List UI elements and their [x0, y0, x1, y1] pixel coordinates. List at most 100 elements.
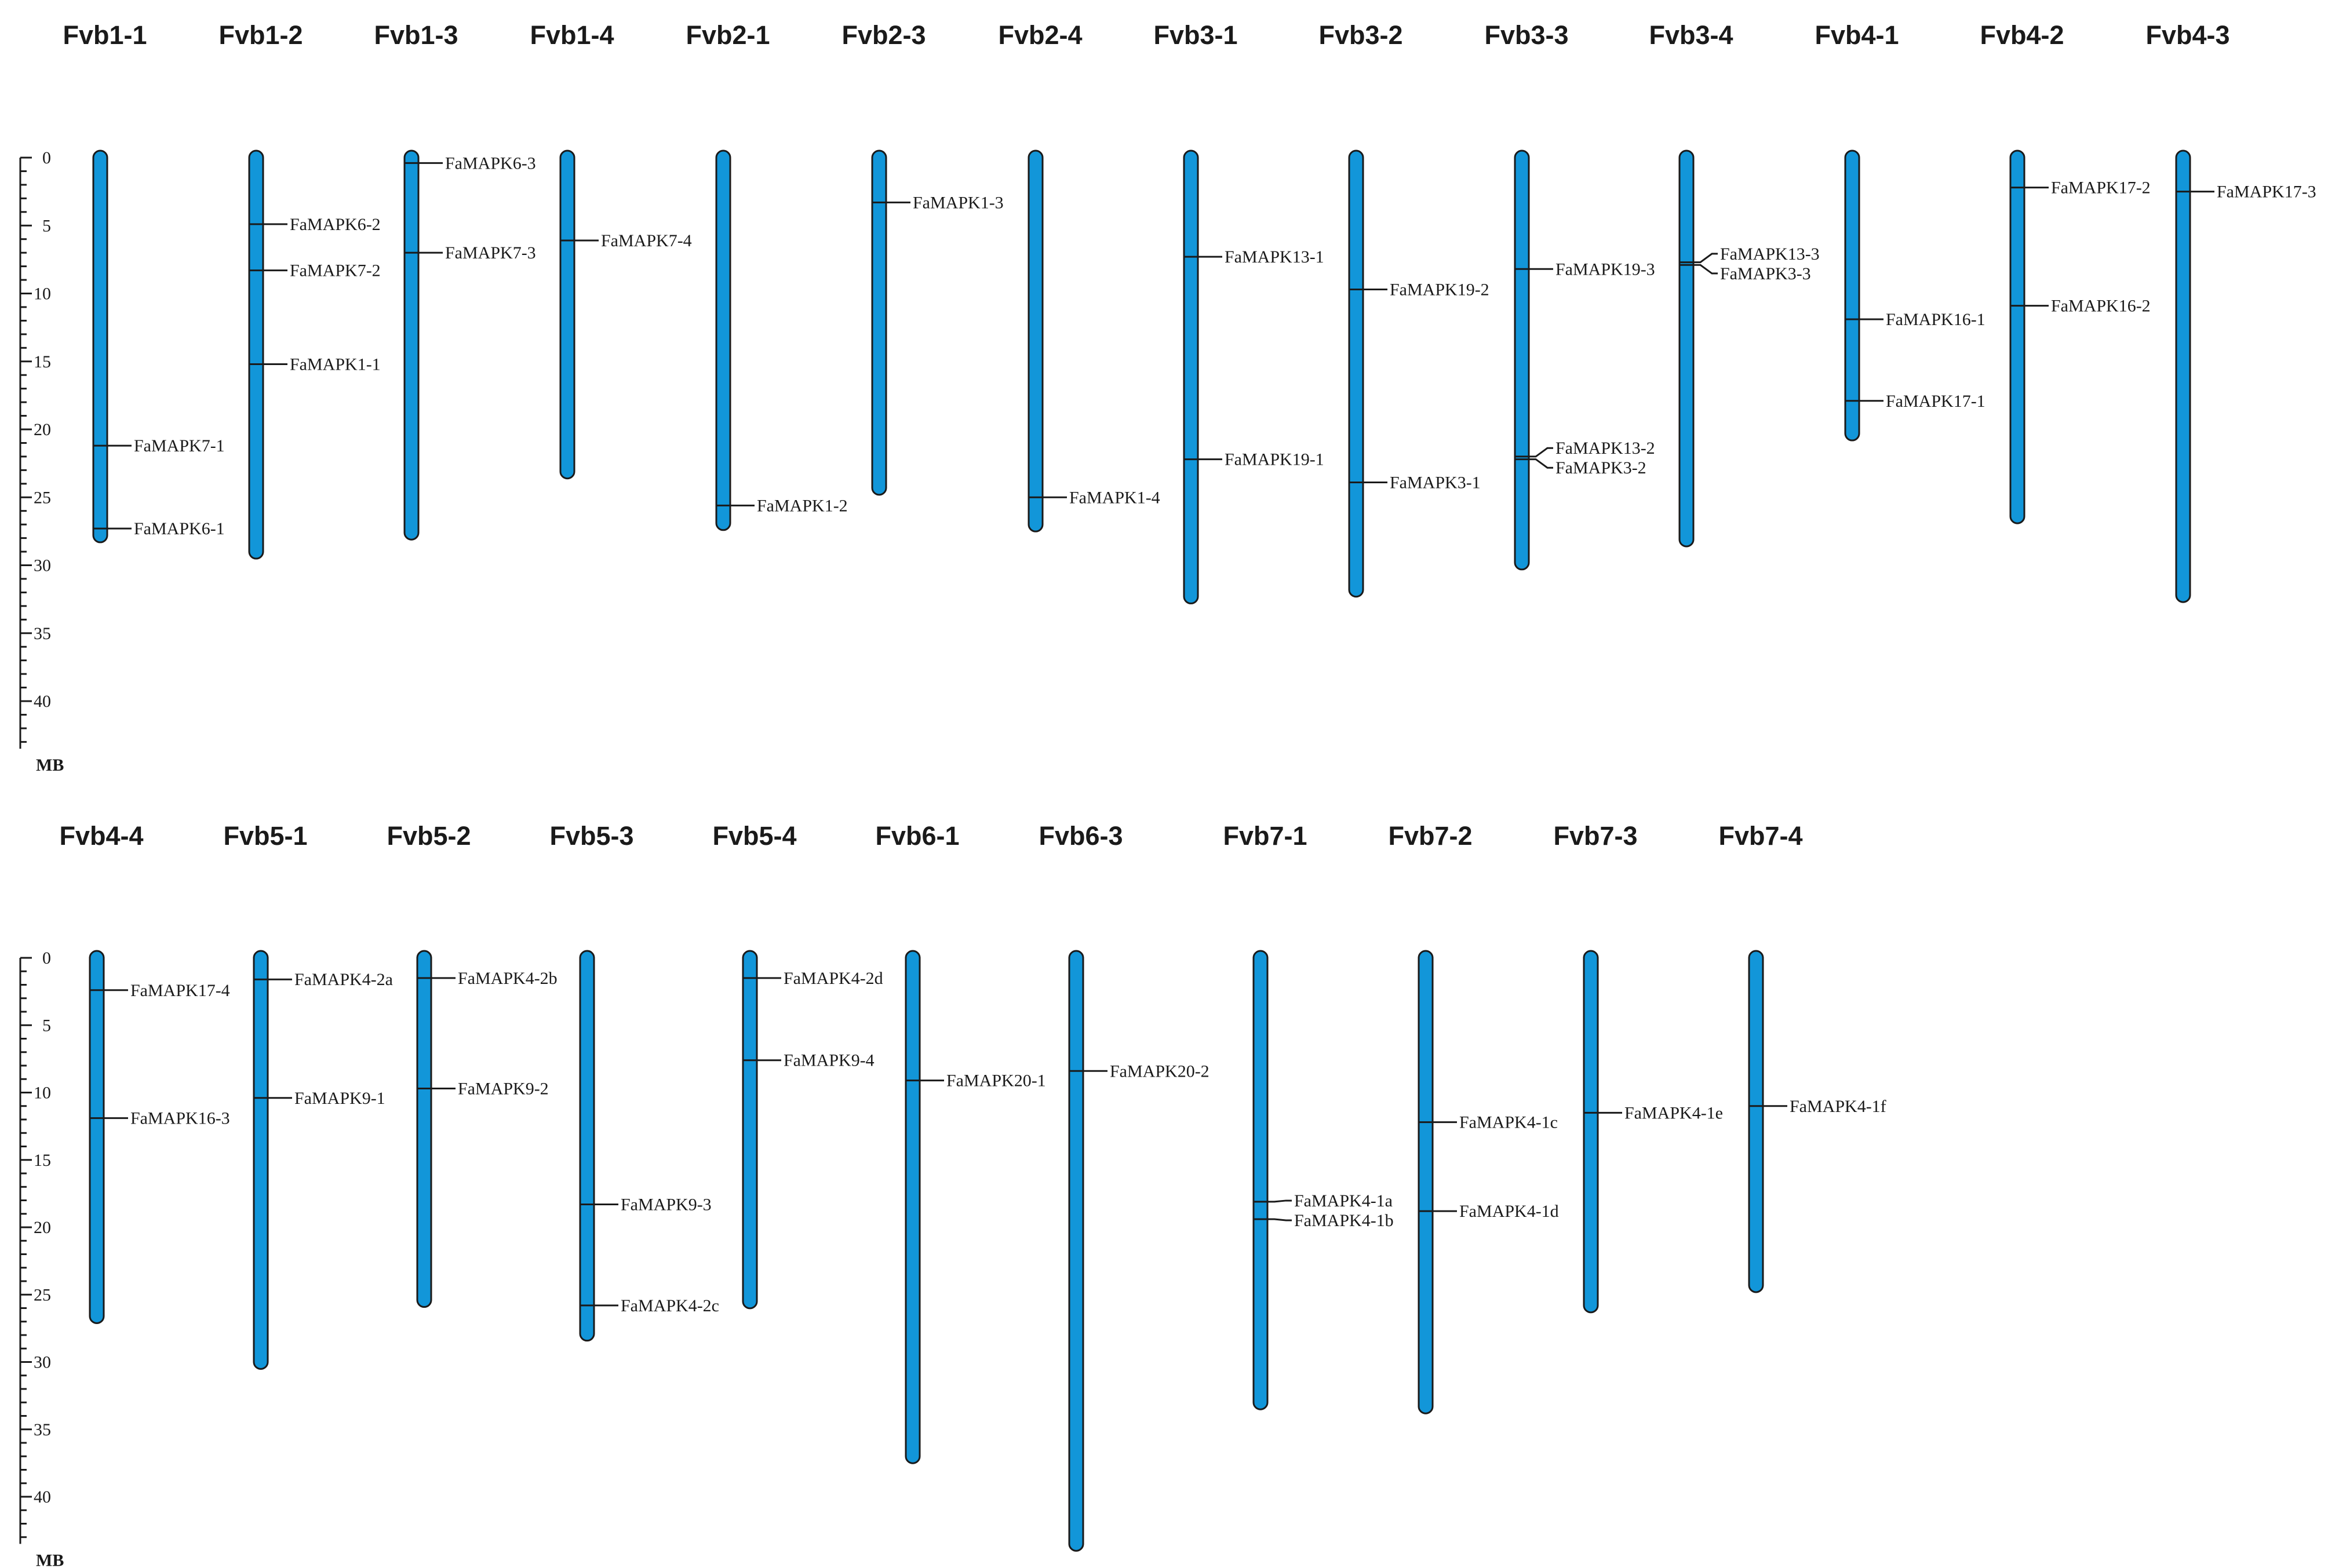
chromosome-bar [715, 149, 731, 531]
scale-tick-label: 25 [34, 488, 51, 507]
gene-label: FaMAPK13-2 [1555, 439, 1655, 458]
gene-label: FaMAPK6-2 [290, 215, 381, 234]
chromosome-title: Fvb1-2 [218, 20, 303, 50]
scale-tick-label: 20 [34, 1218, 51, 1237]
chromosome-bar [416, 950, 432, 1308]
chromosome-bar [253, 950, 269, 1370]
gene-label: FaMAPK7-3 [445, 243, 536, 262]
scale-tick-label: 0 [42, 148, 51, 167]
chromosome-bar [403, 149, 420, 541]
chromosome-bar [1068, 950, 1084, 1552]
chromosome-title: Fvb4-4 [59, 821, 143, 851]
chromosome-bar [92, 149, 108, 544]
chromosome-bar [1583, 950, 1599, 1314]
gene-label: FaMAPK4-2d [784, 969, 883, 988]
gene-label: FaMAPK17-4 [130, 981, 230, 1000]
gene-label: FaMAPK7-4 [601, 231, 692, 250]
chromosome-bar [905, 950, 921, 1464]
gene-label: FaMAPK1-2 [757, 496, 848, 515]
gene-label: FaMAPK4-2c [621, 1296, 719, 1315]
chromosome-bar [1748, 950, 1764, 1293]
gene-label: FaMAPK4-1d [1459, 1202, 1559, 1221]
scale-unit-label: MB [36, 1551, 64, 1568]
gene-label: FaMAPK19-1 [1225, 450, 1324, 469]
chromosome-title: Fvb4-2 [1980, 20, 2064, 50]
chromosome-bar [248, 149, 264, 560]
chromosome-bar [1252, 950, 1269, 1410]
chromosome-bar [1418, 950, 1434, 1414]
chromosome-bar [559, 149, 575, 480]
gene-label: FaMAPK19-2 [1390, 280, 1489, 299]
chromosome-bar [2009, 149, 2025, 524]
gene-label: FaMAPK1-1 [290, 355, 381, 374]
gene-label: FaMAPK3-3 [1720, 264, 1811, 283]
chromosome-title: Fvb5-3 [549, 821, 633, 851]
chromosome-title: Fvb7-4 [1718, 821, 1802, 851]
gene-label: FaMAPK9-1 [294, 1089, 385, 1108]
gene-label: FaMAPK16-2 [2051, 297, 2151, 316]
chromosome-bar [1678, 149, 1695, 548]
chromosome-title: Fvb1-3 [374, 20, 458, 50]
gene-label: FaMAPK4-2b [458, 969, 558, 988]
scale-tick-label: 35 [34, 1420, 51, 1439]
scale-tick-label: 20 [34, 420, 51, 439]
chromosome-title: Fvb7-2 [1388, 821, 1472, 851]
chromosome-title: Fvb3-3 [1484, 20, 1568, 50]
chromosome-title: Fvb6-1 [875, 821, 959, 851]
gene-label: FaMAPK20-1 [946, 1071, 1046, 1091]
gene-label: FaMAPK9-3 [621, 1195, 712, 1214]
chromosome-bar [871, 149, 887, 496]
scale-tick-label: 15 [34, 1151, 51, 1170]
chromosome-bar [2175, 149, 2191, 603]
gene-label: FaMAPK4-1e [1624, 1103, 1723, 1122]
chromosome-title: Fvb3-4 [1649, 20, 1733, 50]
chromosome-bar [742, 950, 758, 1310]
gene-leader-line [1267, 1218, 1292, 1221]
scale-tick-label: 10 [34, 285, 51, 304]
chromosome-title: Fvb5-2 [387, 821, 471, 851]
gene-label: FaMAPK9-2 [458, 1080, 549, 1099]
gene-label: FaMAPK16-3 [130, 1109, 230, 1128]
scale-tick-label: 5 [42, 216, 51, 235]
gene-leader-line [1529, 458, 1553, 469]
gene-label: FaMAPK7-1 [134, 436, 225, 455]
scale-tick-label: 30 [34, 556, 51, 575]
gene-label: FaMAPK16-1 [1886, 310, 1985, 329]
gene-leader-line [1529, 447, 1553, 458]
chromosome-title: Fvb1-1 [63, 20, 147, 50]
chromosome-title: Fvb1-4 [530, 20, 614, 50]
scale-tick-label: 5 [42, 1016, 51, 1035]
gene-label: FaMAPK13-1 [1225, 247, 1324, 267]
chromosome-title: Fvb5-1 [223, 821, 307, 851]
scale-tick-label: 40 [34, 1487, 51, 1507]
chromosome-title: Fvb2-1 [686, 20, 770, 50]
gene-label: FaMAPK6-3 [445, 154, 536, 173]
chromosome-title: Fvb3-1 [1153, 20, 1237, 50]
chromosome-bar [1183, 149, 1199, 604]
gene-label: FaMAPK4-1b [1294, 1211, 1394, 1230]
gene-label: FaMAPK4-1f [1790, 1097, 1886, 1116]
chromosome-title: Fvb7-3 [1553, 821, 1637, 851]
gene-label: FaMAPK17-2 [2051, 178, 2151, 198]
scale-tick-label: 35 [34, 624, 51, 643]
gene-label: FaMAPK1-4 [1069, 488, 1160, 507]
gene-label: FaMAPK3-1 [1390, 473, 1481, 492]
gene-label: FaMAPK13-3 [1720, 245, 1820, 264]
chromosome-title: Fvb3-2 [1318, 20, 1402, 50]
chromosome-bar [1514, 149, 1530, 571]
chromosome-bar [1844, 149, 1860, 442]
chromosome-bar [1348, 149, 1364, 598]
gene-label: FaMAPK19-3 [1555, 260, 1655, 279]
gene-label: FaMAPK1-3 [913, 193, 1004, 212]
chromosome-title: Fvb5-4 [712, 821, 796, 851]
gene-label: FaMAPK7-2 [290, 261, 381, 280]
scale-tick-label: 10 [34, 1084, 51, 1103]
scale-tick-label: 0 [42, 949, 51, 968]
chromosome-title: Fvb7-1 [1223, 821, 1307, 851]
gene-leader-line [1693, 253, 1718, 264]
gene-label: FaMAPK17-3 [2217, 183, 2316, 202]
chromosome-bar [89, 950, 105, 1324]
chromosome-bar [579, 950, 595, 1342]
scale-tick-label: 40 [34, 692, 51, 711]
chromosome-title: Fvb6-3 [1039, 821, 1123, 851]
